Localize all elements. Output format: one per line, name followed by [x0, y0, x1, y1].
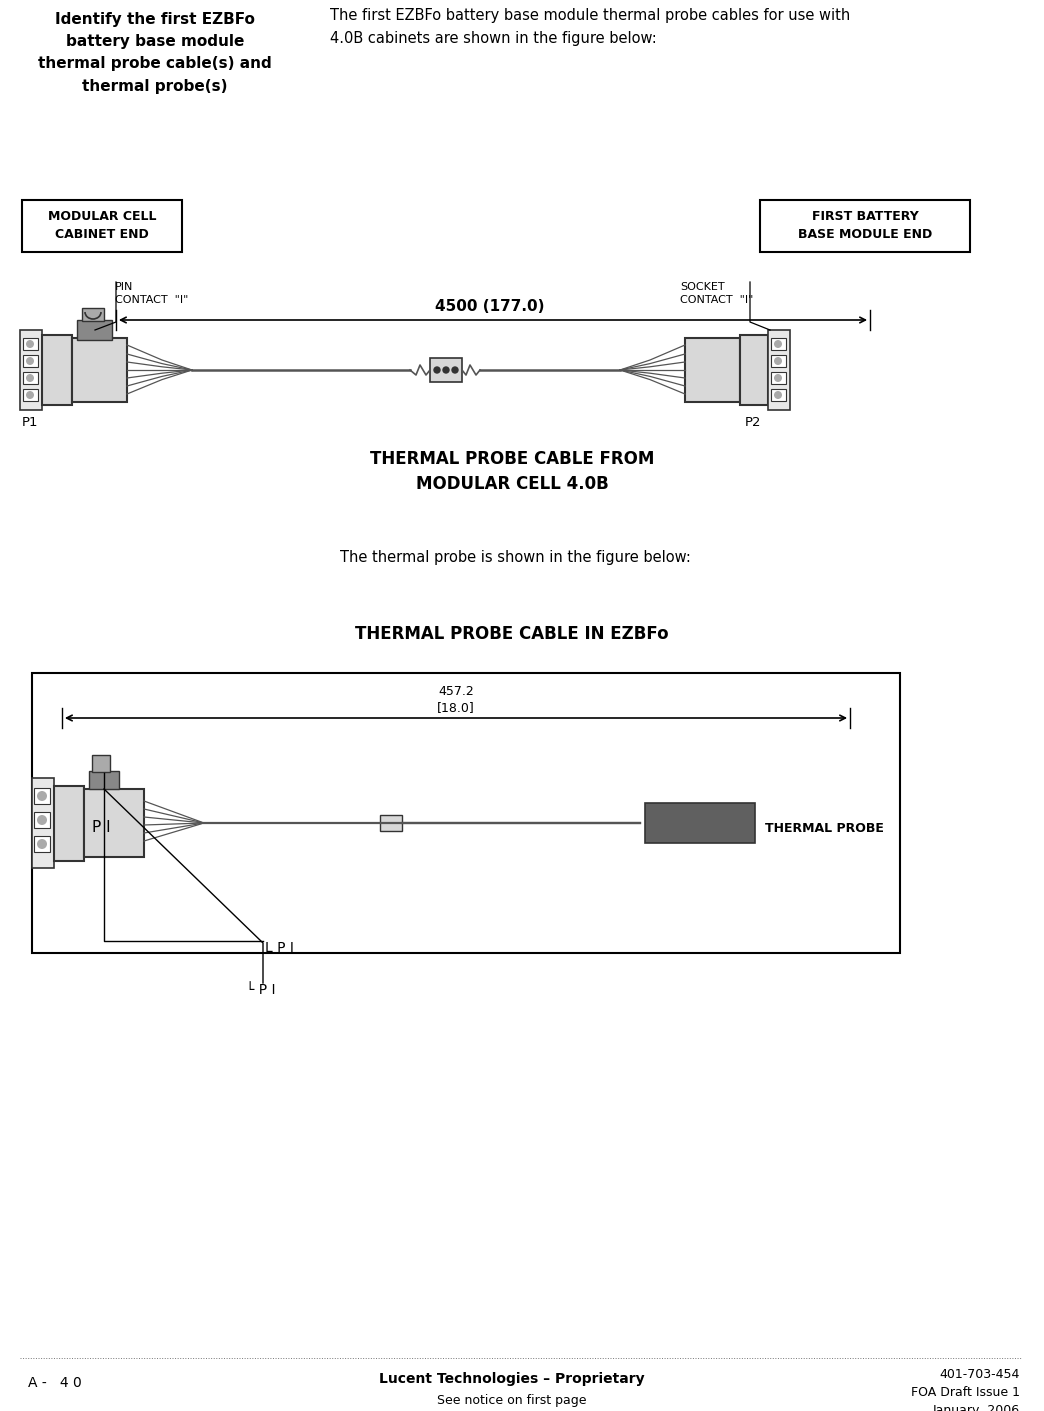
Bar: [32, 777, 54, 868]
Circle shape: [434, 367, 440, 373]
Bar: [23, 373, 38, 384]
Bar: [23, 356, 38, 367]
Circle shape: [774, 391, 782, 399]
Bar: [42, 334, 72, 405]
Text: P I: P I: [92, 820, 111, 834]
Text: P1: P1: [22, 416, 39, 429]
Bar: [22, 200, 182, 253]
Text: P2: P2: [745, 416, 761, 429]
Bar: [645, 803, 755, 842]
Text: THERMAL PROBE CABLE FROM
MODULAR CELL 4.0B: THERMAL PROBE CABLE FROM MODULAR CELL 4.…: [370, 450, 655, 492]
Bar: [72, 339, 127, 402]
Bar: [34, 835, 50, 852]
Text: 4500 (177.0): 4500 (177.0): [435, 299, 545, 315]
Text: SOCKET
CONTACT  "I": SOCKET CONTACT "I": [680, 282, 754, 305]
Bar: [740, 334, 768, 405]
Bar: [20, 330, 42, 411]
Bar: [82, 308, 104, 320]
Text: MODULAR CELL
CABINET END: MODULAR CELL CABINET END: [48, 210, 157, 241]
Circle shape: [774, 340, 782, 349]
Text: THERMAL PROBE: THERMAL PROBE: [765, 821, 884, 834]
Text: FIRST BATTERY
BASE MODULE END: FIRST BATTERY BASE MODULE END: [798, 210, 932, 241]
Circle shape: [26, 340, 34, 349]
Bar: [772, 339, 786, 350]
Bar: [77, 320, 112, 340]
Bar: [34, 787, 50, 804]
Circle shape: [774, 357, 782, 365]
Bar: [772, 373, 786, 384]
Bar: [23, 389, 38, 401]
Bar: [772, 389, 786, 401]
Text: 457.2
[18.0]: 457.2 [18.0]: [437, 684, 475, 714]
Bar: [23, 339, 38, 350]
Text: 401-703-454: 401-703-454: [940, 1369, 1020, 1381]
Circle shape: [443, 367, 449, 373]
Text: The thermal probe is shown in the figure below:: The thermal probe is shown in the figure…: [340, 550, 691, 564]
Circle shape: [774, 374, 782, 382]
Text: PIN
CONTACT  "I": PIN CONTACT "I": [115, 282, 188, 305]
Bar: [430, 358, 462, 382]
Bar: [34, 811, 50, 828]
Bar: [760, 200, 970, 253]
Circle shape: [37, 816, 47, 825]
Text: FOA Draft Issue 1: FOA Draft Issue 1: [911, 1386, 1020, 1398]
Text: See notice on first page: See notice on first page: [437, 1394, 587, 1407]
Bar: [32, 673, 900, 952]
Bar: [54, 786, 84, 861]
Bar: [89, 770, 119, 789]
Circle shape: [452, 367, 458, 373]
Bar: [380, 816, 402, 831]
Text: A -   4 0: A - 4 0: [28, 1376, 81, 1390]
Text: THERMAL PROBE CABLE IN EZBFo: THERMAL PROBE CABLE IN EZBFo: [355, 625, 669, 643]
Text: L P I: L P I: [265, 941, 293, 955]
Circle shape: [37, 792, 47, 801]
Text: January, 2006: January, 2006: [933, 1404, 1020, 1411]
Circle shape: [26, 391, 34, 399]
Bar: [92, 755, 110, 772]
Bar: [685, 339, 740, 402]
Text: Identify the first EZBFo
battery base module
thermal probe cable(s) and
thermal : Identify the first EZBFo battery base mo…: [39, 13, 271, 93]
Text: └ P I: └ P I: [246, 983, 276, 998]
Bar: [772, 356, 786, 367]
Circle shape: [37, 840, 47, 849]
Bar: [768, 330, 790, 411]
Text: The first EZBFo battery base module thermal probe cables for use with
4.0B cabin: The first EZBFo battery base module ther…: [330, 8, 850, 47]
Text: Lucent Technologies – Proprietary: Lucent Technologies – Proprietary: [379, 1371, 645, 1386]
Circle shape: [26, 374, 34, 382]
Bar: [84, 789, 144, 856]
Circle shape: [26, 357, 34, 365]
